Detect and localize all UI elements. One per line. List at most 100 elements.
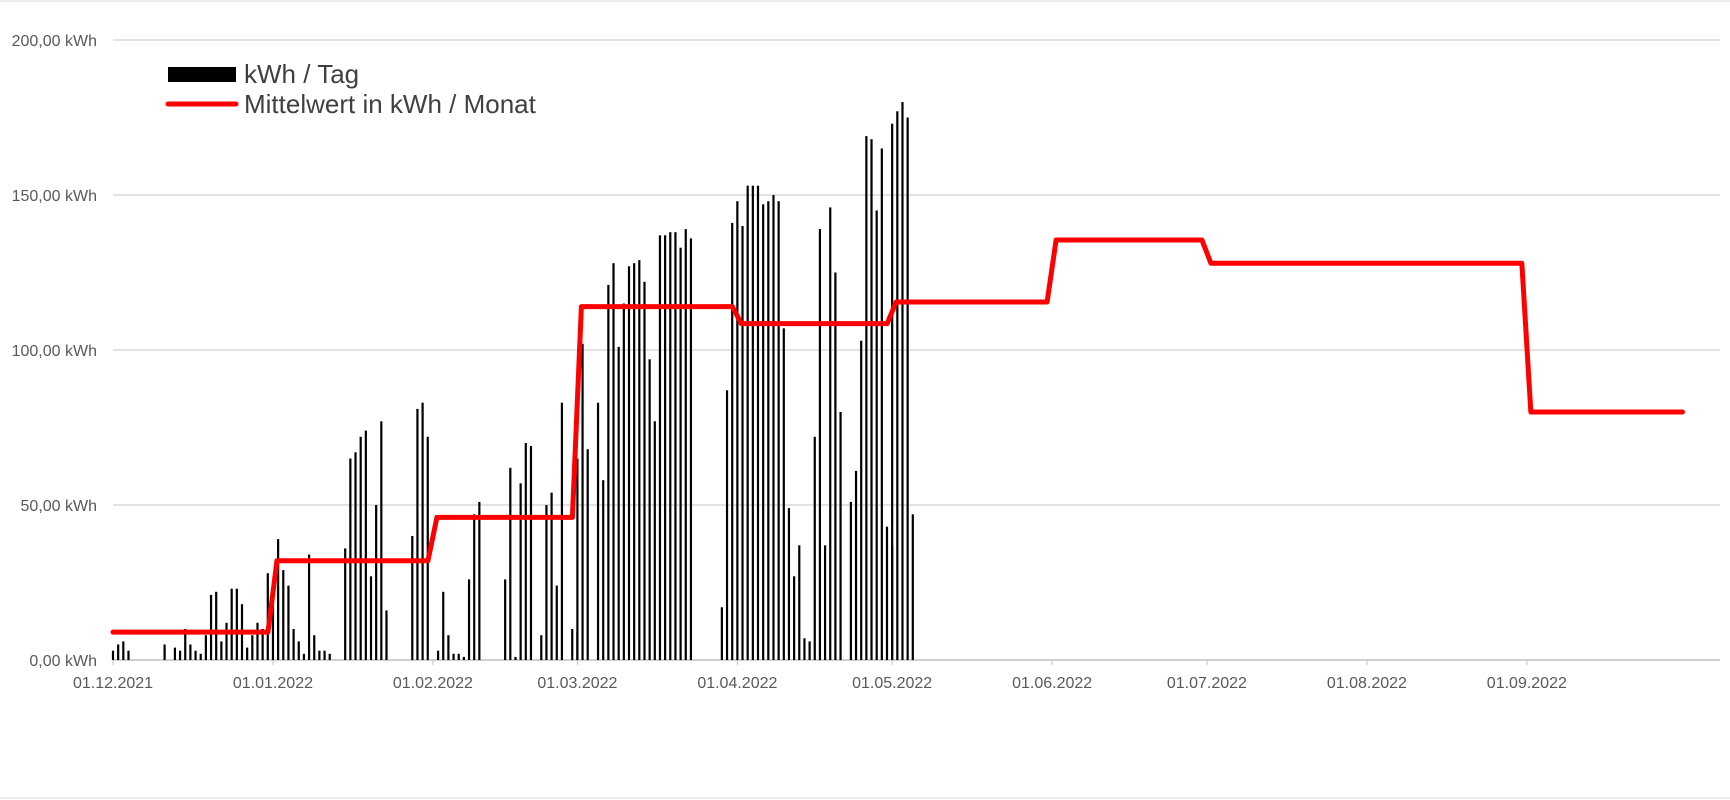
daily-bar [854, 470, 858, 660]
x-tick-label: 01.01.2022 [233, 675, 313, 692]
daily-bar [885, 526, 889, 660]
daily-bar [736, 201, 739, 660]
daily-bar [664, 235, 667, 661]
daily-bar [627, 266, 631, 660]
daily-bar [880, 148, 883, 660]
x-tick-label: 01.12.2021 [73, 675, 153, 692]
x-tick-label: 01.07.2022 [1167, 675, 1247, 692]
daily-bar [617, 346, 620, 660]
daily-bar [385, 610, 388, 660]
daily-bar [731, 222, 734, 660]
daily-bar [313, 635, 316, 660]
daily-bar [849, 501, 852, 660]
daily-bar [261, 629, 264, 660]
daily-bar [209, 594, 213, 660]
daily-bar [803, 638, 806, 660]
daily-bar [328, 653, 331, 660]
daily-bars [111, 102, 914, 661]
daily-bar [571, 629, 574, 660]
daily-bar [725, 390, 729, 660]
daily-bar [679, 247, 682, 660]
x-axis-labels: 01.12.2021 01.01.2022 01.02.2022 01.03.2022… [73, 660, 1567, 692]
daily-bar [658, 235, 662, 661]
daily-bar [596, 402, 600, 660]
y-tick-label: 0,00 kWh [29, 653, 97, 670]
daily-bar [762, 204, 765, 661]
daily-bar [782, 328, 785, 660]
daily-bar [122, 641, 125, 660]
daily-bar [633, 263, 636, 660]
daily-bar [509, 467, 512, 660]
daily-bar [529, 446, 533, 660]
daily-bar [478, 501, 481, 660]
daily-bar [793, 576, 796, 660]
daily-bar [767, 201, 770, 660]
daily-bar [184, 629, 187, 660]
y-tick-label: 100,00 kWh [12, 343, 97, 360]
daily-bar [436, 650, 440, 660]
daily-bar [111, 650, 115, 660]
daily-bar [524, 443, 527, 660]
daily-bar [607, 284, 610, 660]
daily-bar [215, 591, 218, 660]
x-tick-label: 01.04.2022 [697, 675, 777, 692]
x-tick-label: 01.03.2022 [537, 675, 617, 692]
daily-bar [277, 539, 280, 660]
daily-bar [648, 359, 651, 660]
daily-bar [225, 622, 228, 660]
daily-bar [829, 207, 832, 660]
daily-bar [823, 545, 827, 660]
daily-bar [271, 594, 275, 660]
legend-bar-swatch [168, 67, 236, 82]
daily-bar [504, 579, 507, 660]
daily-bar [292, 629, 295, 660]
x-tick-label: 01.08.2022 [1327, 675, 1407, 692]
daily-bar [246, 647, 249, 660]
daily-bar [359, 436, 362, 660]
daily-bar [555, 585, 558, 660]
daily-bar [416, 408, 419, 660]
daily-bar [746, 185, 749, 660]
x-tick-label: 01.02.2022 [393, 675, 473, 692]
daily-bar [189, 644, 192, 660]
monthly-average-line [110, 237, 1685, 635]
daily-bar [519, 483, 522, 660]
daily-bar [911, 514, 914, 660]
daily-bar [117, 644, 120, 660]
daily-bar [364, 430, 367, 660]
daily-bar [421, 402, 424, 660]
daily-bar [891, 123, 894, 660]
daily-bar [426, 436, 429, 660]
daily-bar [462, 656, 465, 660]
daily-bar [860, 340, 863, 660]
daily-bar [204, 635, 207, 660]
daily-bar [777, 201, 780, 660]
daily-bar [514, 656, 517, 660]
daily-bar [318, 650, 321, 660]
daily-bar [199, 653, 202, 660]
x-tick-label: 01.09.2022 [1487, 675, 1567, 692]
daily-bar [220, 641, 223, 660]
daily-bar [235, 588, 238, 660]
daily-bar [818, 229, 822, 660]
daily-bar [230, 588, 233, 660]
daily-bar [772, 195, 775, 660]
y-axis-labels: 0,00 kWh 50,00 kWh 100,00 kWh 150,00 kWh 200… [12, 33, 97, 670]
daily-bar [756, 185, 760, 660]
legend-line-label: Mittelwert in kWh / Monat [244, 89, 537, 119]
daily-bar [689, 238, 693, 660]
legend: kWh / Tag Mittelwert in kWh / Monat [165, 59, 537, 119]
daily-bar [344, 548, 347, 660]
daily-bar [653, 421, 656, 660]
daily-bar [467, 579, 471, 660]
daily-bar [684, 229, 687, 660]
daily-bar [163, 644, 166, 660]
x-tick-label: 01.06.2022 [1012, 675, 1092, 692]
daily-bar [375, 505, 378, 660]
daily-bar [194, 650, 197, 660]
daily-bar [576, 458, 579, 660]
daily-bar [875, 210, 878, 660]
daily-bar [282, 570, 285, 660]
